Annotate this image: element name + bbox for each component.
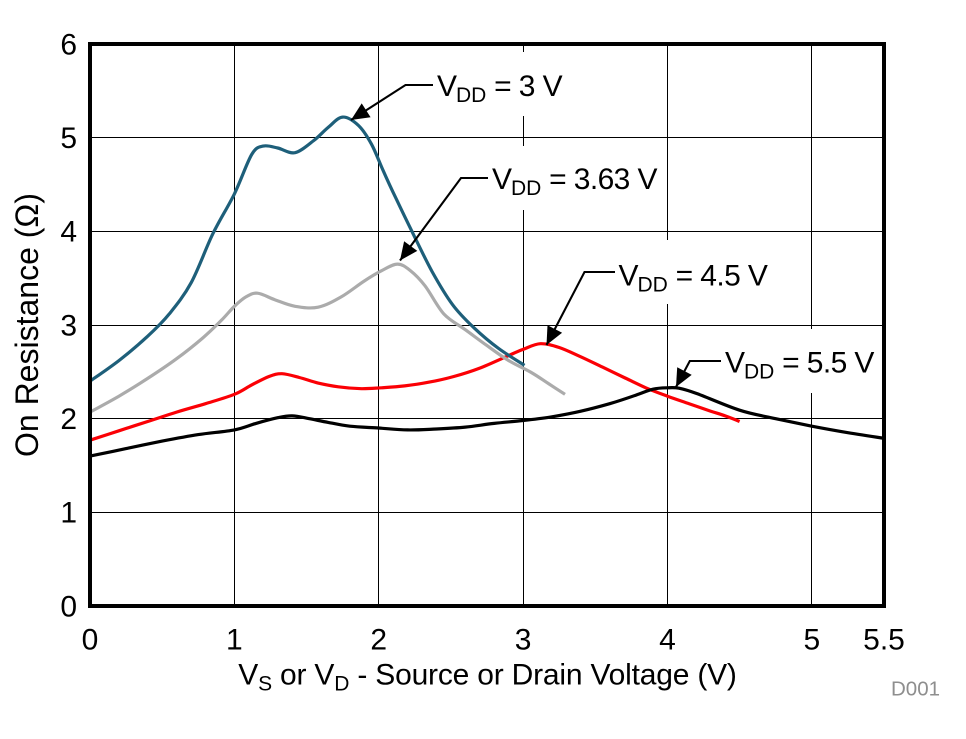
svg-text:2: 2 (370, 624, 387, 657)
svg-text:5: 5 (803, 624, 820, 657)
svg-text:4: 4 (60, 216, 77, 249)
svg-text:On Resistance (Ω): On Resistance (Ω) (9, 193, 45, 457)
svg-text:VDD = 5.5 V: VDD = 5.5 V (725, 346, 874, 383)
svg-text:3: 3 (515, 624, 532, 657)
svg-text:1: 1 (226, 624, 243, 657)
svg-text:5: 5 (60, 122, 77, 155)
svg-text:0: 0 (82, 624, 99, 657)
svg-text:VS or VD - Source or Drain Vol: VS or VD - Source or Drain Voltage (V) (238, 658, 736, 695)
svg-text:3: 3 (60, 309, 77, 342)
svg-text:VDD = 4.5 V: VDD = 4.5 V (619, 259, 768, 296)
svg-text:0: 0 (60, 590, 77, 623)
svg-text:VDD = 3 V: VDD = 3 V (437, 70, 563, 107)
svg-text:6: 6 (60, 28, 77, 61)
svg-text:4: 4 (659, 624, 676, 657)
svg-text:5.5: 5.5 (863, 624, 905, 657)
svg-text:2: 2 (60, 403, 77, 436)
svg-text:1: 1 (60, 497, 77, 530)
svg-text:D001: D001 (891, 678, 940, 701)
